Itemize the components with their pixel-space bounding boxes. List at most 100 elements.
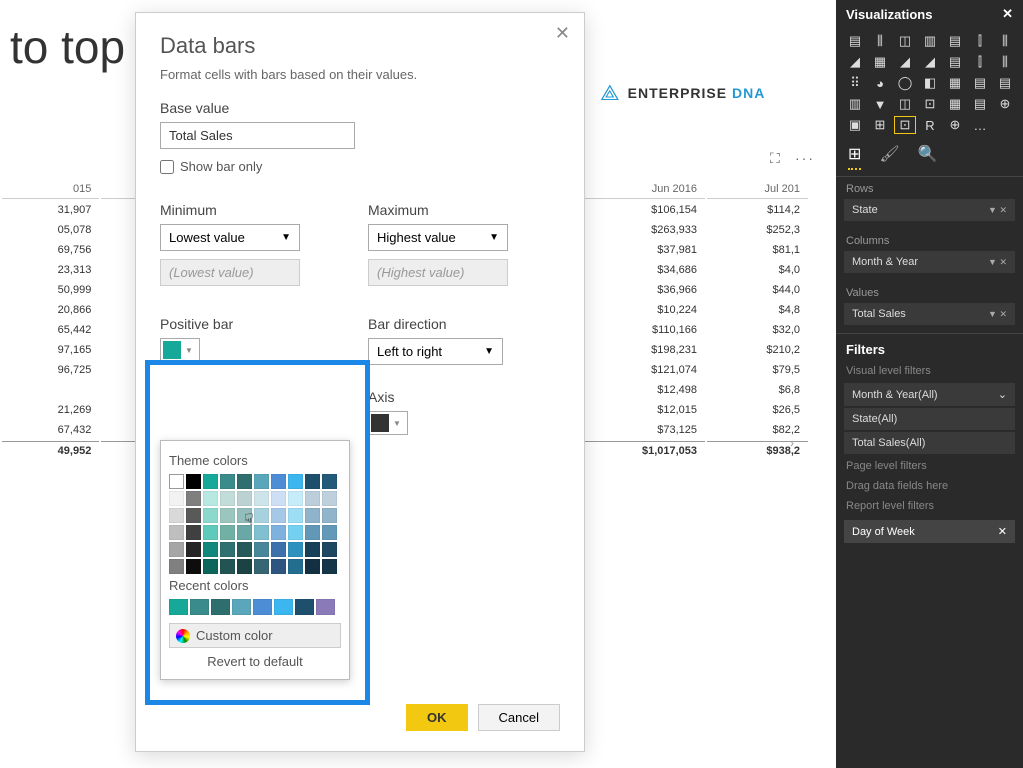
color-cell[interactable] (186, 542, 201, 557)
viz-type-icon[interactable]: ◧ (919, 74, 941, 92)
color-cell[interactable] (322, 508, 337, 523)
color-cell[interactable] (169, 474, 184, 489)
scroll-right-icon[interactable]: › (790, 436, 794, 450)
color-cell[interactable] (220, 474, 235, 489)
color-cell[interactable] (305, 491, 320, 506)
viz-type-icon[interactable]: ▤ (944, 32, 966, 50)
viz-type-icon[interactable]: … (969, 116, 991, 134)
color-cell[interactable] (254, 525, 269, 540)
color-cell[interactable] (322, 474, 337, 489)
color-cell[interactable] (237, 508, 252, 523)
color-cell[interactable] (169, 491, 184, 506)
values-field-well[interactable]: Total Sales▼ ✕ (844, 303, 1015, 325)
show-bar-only-checkbox[interactable] (160, 160, 174, 174)
color-cell[interactable] (271, 491, 286, 506)
color-cell[interactable] (237, 542, 252, 557)
color-cell[interactable] (305, 542, 320, 557)
color-cell[interactable] (186, 474, 201, 489)
color-cell[interactable] (237, 525, 252, 540)
column-header[interactable]: Jun 2016 (566, 180, 705, 199)
color-cell[interactable] (186, 525, 201, 540)
viz-type-icon[interactable]: ◫ (894, 32, 916, 50)
color-cell[interactable] (271, 542, 286, 557)
color-cell[interactable] (253, 599, 272, 615)
viz-type-icon[interactable]: ⊡ (919, 95, 941, 113)
viz-type-icon[interactable]: ⫿ (969, 32, 991, 50)
viz-type-icon[interactable]: ◯ (894, 74, 916, 92)
column-header[interactable]: 015 (2, 180, 99, 199)
axis-color[interactable]: ▼ (368, 411, 408, 435)
color-cell[interactable] (220, 559, 235, 574)
viz-type-icon[interactable]: ◫ (894, 95, 916, 113)
color-cell[interactable] (169, 599, 188, 615)
color-cell[interactable] (190, 599, 209, 615)
color-cell[interactable] (186, 508, 201, 523)
positive-bar-color[interactable]: ▼ (160, 338, 200, 362)
color-cell[interactable] (254, 474, 269, 489)
ok-button[interactable]: OK (406, 704, 468, 731)
viz-type-icon[interactable]: ⊕ (994, 95, 1016, 113)
viz-type-icon[interactable]: ▤ (969, 95, 991, 113)
minimum-dropdown[interactable]: Lowest value▼ (160, 224, 300, 251)
color-cell[interactable] (288, 491, 303, 506)
base-value-input[interactable] (160, 122, 355, 149)
viz-type-icon[interactable]: ▣ (844, 116, 866, 134)
color-cell[interactable] (169, 542, 184, 557)
color-cell[interactable] (288, 559, 303, 574)
viz-type-icon[interactable]: ◢ (844, 53, 866, 71)
viz-type-icon[interactable]: ▼ (869, 95, 891, 113)
close-icon[interactable]: ✕ (1002, 6, 1013, 22)
viz-type-icon[interactable]: ▦ (869, 53, 891, 71)
more-options-icon[interactable]: ··· (795, 150, 815, 166)
color-cell[interactable] (271, 525, 286, 540)
color-cell[interactable] (305, 474, 320, 489)
viz-type-icon[interactable]: ▦ (944, 74, 966, 92)
color-cell[interactable] (220, 525, 235, 540)
viz-type-icon[interactable]: ⊞ (869, 116, 891, 134)
color-cell[interactable] (203, 508, 218, 523)
viz-type-icon[interactable]: ⫼ (869, 32, 891, 50)
color-cell[interactable] (237, 559, 252, 574)
day-of-week-slicer[interactable]: Day of Week✕ (844, 520, 1015, 543)
color-cell[interactable] (254, 491, 269, 506)
custom-color-button[interactable]: Custom color (169, 623, 341, 648)
filter-item[interactable]: State(All) (844, 408, 1015, 430)
close-icon[interactable]: ✕ (555, 23, 570, 44)
viz-type-icon[interactable]: ⫼ (994, 53, 1016, 71)
color-cell[interactable] (220, 508, 235, 523)
color-cell[interactable] (220, 491, 235, 506)
color-cell[interactable] (305, 508, 320, 523)
viz-type-icon[interactable]: ▦ (944, 95, 966, 113)
focus-mode-icon[interactable]: ⛶ (770, 150, 780, 167)
color-cell[interactable] (254, 508, 269, 523)
maximum-dropdown[interactable]: Highest value▼ (368, 224, 508, 251)
viz-type-icon[interactable]: ◢ (919, 53, 941, 71)
color-cell[interactable] (203, 559, 218, 574)
color-cell[interactable] (305, 559, 320, 574)
color-cell[interactable] (203, 542, 218, 557)
color-cell[interactable] (203, 491, 218, 506)
viz-type-icon[interactable]: ⊡ (894, 116, 916, 134)
viz-type-icon[interactable]: ◕ (869, 74, 891, 92)
filter-item[interactable]: Month & Year(All)⌄ (844, 383, 1015, 406)
viz-type-icon[interactable]: R (919, 116, 941, 134)
color-cell[interactable] (186, 559, 201, 574)
color-cell[interactable] (169, 508, 184, 523)
color-cell[interactable] (316, 599, 335, 615)
fields-tab[interactable]: ⊞ (848, 144, 861, 170)
viz-type-icon[interactable]: ⠿ (844, 74, 866, 92)
viz-type-icon[interactable]: ▤ (969, 74, 991, 92)
color-cell[interactable] (237, 491, 252, 506)
color-cell[interactable] (322, 491, 337, 506)
color-cell[interactable] (288, 474, 303, 489)
color-cell[interactable] (305, 525, 320, 540)
viz-type-icon[interactable]: ⫼ (994, 32, 1016, 50)
color-cell[interactable] (271, 474, 286, 489)
color-cell[interactable] (211, 599, 230, 615)
color-cell[interactable] (169, 559, 184, 574)
color-cell[interactable] (220, 542, 235, 557)
viz-type-icon[interactable]: ▤ (944, 53, 966, 71)
color-cell[interactable] (288, 542, 303, 557)
color-cell[interactable] (186, 491, 201, 506)
color-cell[interactable] (274, 599, 293, 615)
